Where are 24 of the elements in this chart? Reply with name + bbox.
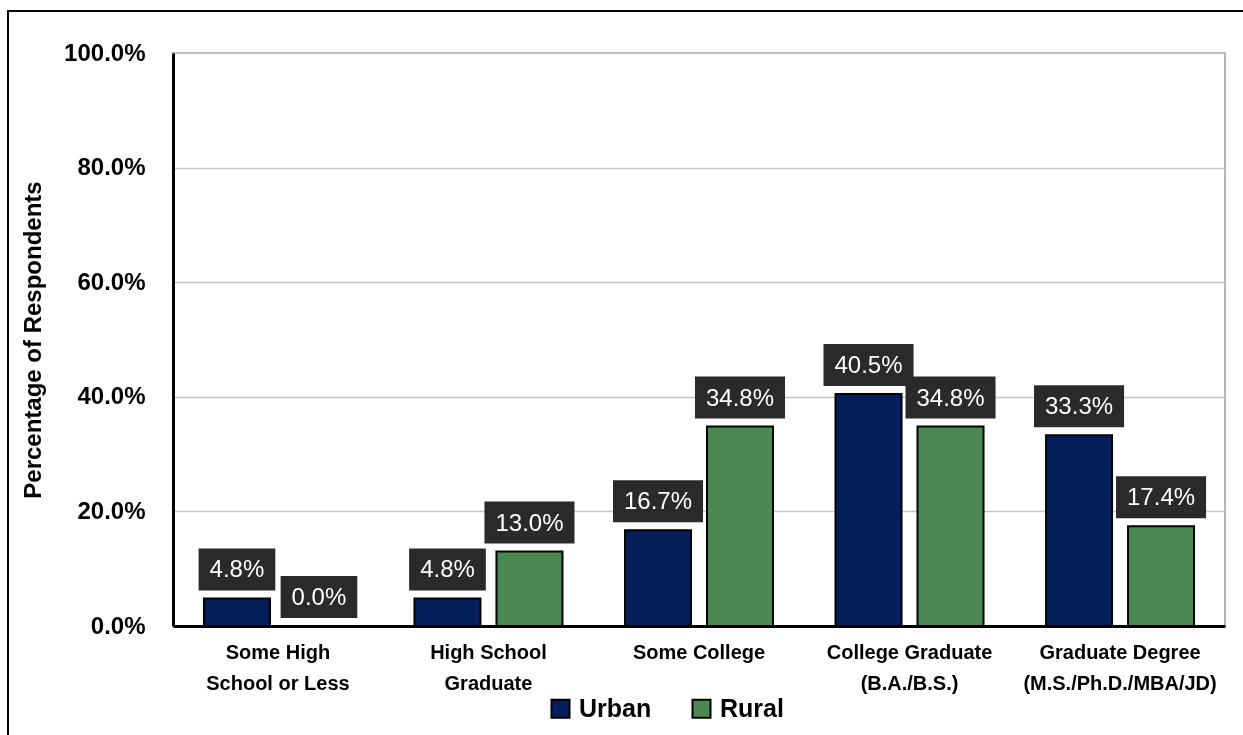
y-tick-label: 80.0% (77, 153, 146, 181)
y-axis-title: Percentage of Respondents (19, 181, 47, 499)
data-label: 34.8% (705, 383, 775, 411)
data-label: 34.8% (916, 383, 985, 411)
data-label: 16.7% (623, 487, 693, 515)
x-tick-label: Some College (632, 640, 766, 663)
y-tick-label: 40.0% (77, 382, 146, 410)
data-label: 13.0% (495, 508, 564, 536)
y-tick-label: 20.0% (77, 496, 146, 524)
data-label: 17.4% (1127, 483, 1196, 511)
y-tick-label: 60.0% (77, 267, 146, 295)
x-tick-label: Graduate Degree (M.S./Ph.D./MBA/JD) (1023, 640, 1217, 694)
y-tick-label: 0.0% (90, 611, 146, 639)
y-tick-label: 100.0% (64, 38, 146, 66)
data-label: 0.0% (291, 583, 347, 610)
x-tick-label: High School Graduate (430, 640, 547, 694)
data-label: 4.8% (420, 555, 475, 583)
x-tick-label: College Graduate (B.A./B.S.) (826, 640, 993, 694)
data-label: 4.8% (209, 555, 265, 583)
data-label: 40.5% (834, 350, 903, 378)
data-label: 33.3% (1045, 392, 1114, 420)
x-tick-label: Some High School or Less (206, 640, 350, 694)
legend-label: Rural (720, 693, 784, 722)
legend-label: Urban (579, 693, 652, 722)
